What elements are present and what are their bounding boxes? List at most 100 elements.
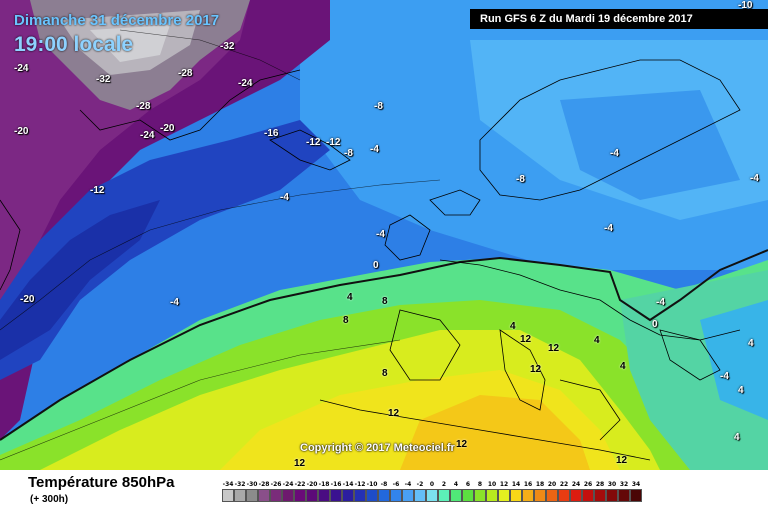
contour-label: 4 — [620, 361, 626, 372]
contour-label: -8 — [344, 148, 353, 159]
contour-label: 12 — [616, 455, 628, 466]
legend-cell: 12 — [498, 480, 510, 502]
legend-tick-label: 8 — [477, 481, 483, 488]
contour-label: -24 — [238, 78, 253, 89]
legend-cell: -20 — [306, 480, 318, 502]
legend-swatch — [318, 489, 330, 502]
contour-label: 8 — [343, 315, 349, 326]
contour-label: -12 — [306, 137, 321, 148]
contour-label: -4 — [720, 371, 729, 382]
legend-cell: -22 — [294, 480, 306, 502]
contour-label: 4 — [510, 321, 516, 332]
legend-tick-label: -20 — [306, 481, 318, 488]
run-info: Run GFS 6 Z du Mardi 19 décembre 2017 — [470, 9, 768, 29]
legend-swatch — [270, 489, 282, 502]
legend-cell: -8 — [378, 480, 390, 502]
legend-tick-label: 22 — [559, 481, 569, 488]
contour-label: 12 — [520, 334, 532, 345]
legend-cell: 20 — [546, 480, 558, 502]
contour-label: 4 — [347, 292, 353, 303]
legend-cell: -6 — [390, 480, 402, 502]
legend-tick-label: -2 — [416, 481, 424, 488]
legend-cell: 24 — [570, 480, 582, 502]
contour-label: -32 — [220, 41, 235, 52]
legend-tick-label: -12 — [354, 481, 366, 488]
contour-label: 0 — [373, 260, 379, 271]
legend-tick-label: -18 — [318, 481, 330, 488]
forecast-range: (+ 300h) — [30, 494, 69, 505]
legend-tick-label: -30 — [246, 481, 258, 488]
legend-swatch — [258, 489, 270, 502]
contour-label: -12 — [326, 137, 341, 148]
legend-tick-label: 20 — [547, 481, 557, 488]
contour-label: -12 — [90, 185, 105, 196]
contour-label: 0 — [652, 319, 658, 330]
legend-cell: -28 — [258, 480, 270, 502]
legend-tick-label: 26 — [583, 481, 593, 488]
contour-label: -8 — [374, 101, 383, 112]
legend-cell: -30 — [246, 480, 258, 502]
legend-swatch — [306, 489, 318, 502]
legend-swatch — [582, 489, 594, 502]
legend-cell: -14 — [342, 480, 354, 502]
legend-swatch — [618, 489, 630, 502]
legend-tick-label: 30 — [607, 481, 617, 488]
contour-label: -4 — [604, 223, 613, 234]
temperature-map — [0, 0, 768, 470]
contour-label: -4 — [280, 192, 289, 203]
legend-tick-label: 6 — [465, 481, 471, 488]
legend-swatch — [342, 489, 354, 502]
contour-label: 12 — [294, 458, 306, 469]
legend-tick-label: -8 — [380, 481, 388, 488]
legend-tick-label: 14 — [511, 481, 521, 488]
contour-label: 4 — [734, 432, 740, 443]
legend-swatch — [438, 489, 450, 502]
contour-label: 12 — [548, 343, 560, 354]
contour-label: 12 — [388, 408, 400, 419]
color-legend: -34 -32 -30 -28 -26 -24 -22 -20 -18 -16 -14 -12 -10-… — [222, 480, 642, 502]
legend-cell: -12 — [354, 480, 366, 502]
legend-cell: -18 — [318, 480, 330, 502]
contour-label: 4 — [594, 335, 600, 346]
legend-cell: -16 — [330, 480, 342, 502]
legend-tick-label: -6 — [392, 481, 400, 488]
legend-tick-label: 10 — [487, 481, 497, 488]
contour-label: 4 — [748, 338, 754, 349]
contour-label: -4 — [170, 297, 179, 308]
contour-label: -4 — [656, 297, 665, 308]
legend-swatch — [378, 489, 390, 502]
legend-cell: 4 — [450, 480, 462, 502]
legend-swatch — [606, 489, 618, 502]
legend-cell: -32 — [234, 480, 246, 502]
legend-cell: 26 — [582, 480, 594, 502]
legend-tick-label: -28 — [258, 481, 270, 488]
legend-tick-label: 28 — [595, 481, 605, 488]
legend-cell: 0 — [426, 480, 438, 502]
legend-tick-label: -14 — [342, 481, 354, 488]
copyright-text: Copyright © 2017 Meteociel.fr — [300, 442, 455, 454]
legend-cell: 18 — [534, 480, 546, 502]
legend-tick-label: 4 — [453, 481, 459, 488]
contour-label: -16 — [264, 128, 279, 139]
legend-swatch — [534, 489, 546, 502]
legend-cell: 30 — [606, 480, 618, 502]
legend-cell: -24 — [282, 480, 294, 502]
legend-tick-label: -32 — [234, 481, 246, 488]
legend-cell: 10 — [486, 480, 498, 502]
legend-cell: 14 — [510, 480, 522, 502]
legend-cell: -26 — [270, 480, 282, 502]
forecast-time: 19:00 locale — [14, 33, 134, 56]
legend-cell: 8 — [474, 480, 486, 502]
legend-swatch — [510, 489, 522, 502]
legend-swatch — [594, 489, 606, 502]
legend-swatch — [294, 489, 306, 502]
chart-title: Température 850hPa — [28, 474, 175, 491]
contour-label: -10 — [738, 0, 753, 11]
contour-label: -8 — [516, 174, 525, 185]
legend-tick-label: -4 — [404, 481, 412, 488]
contour-label: -28 — [178, 68, 193, 79]
contour-label: -4 — [750, 173, 759, 184]
legend-swatch — [486, 489, 498, 502]
contour-label: -20 — [14, 126, 29, 137]
legend-tick-label: 2 — [441, 481, 447, 488]
